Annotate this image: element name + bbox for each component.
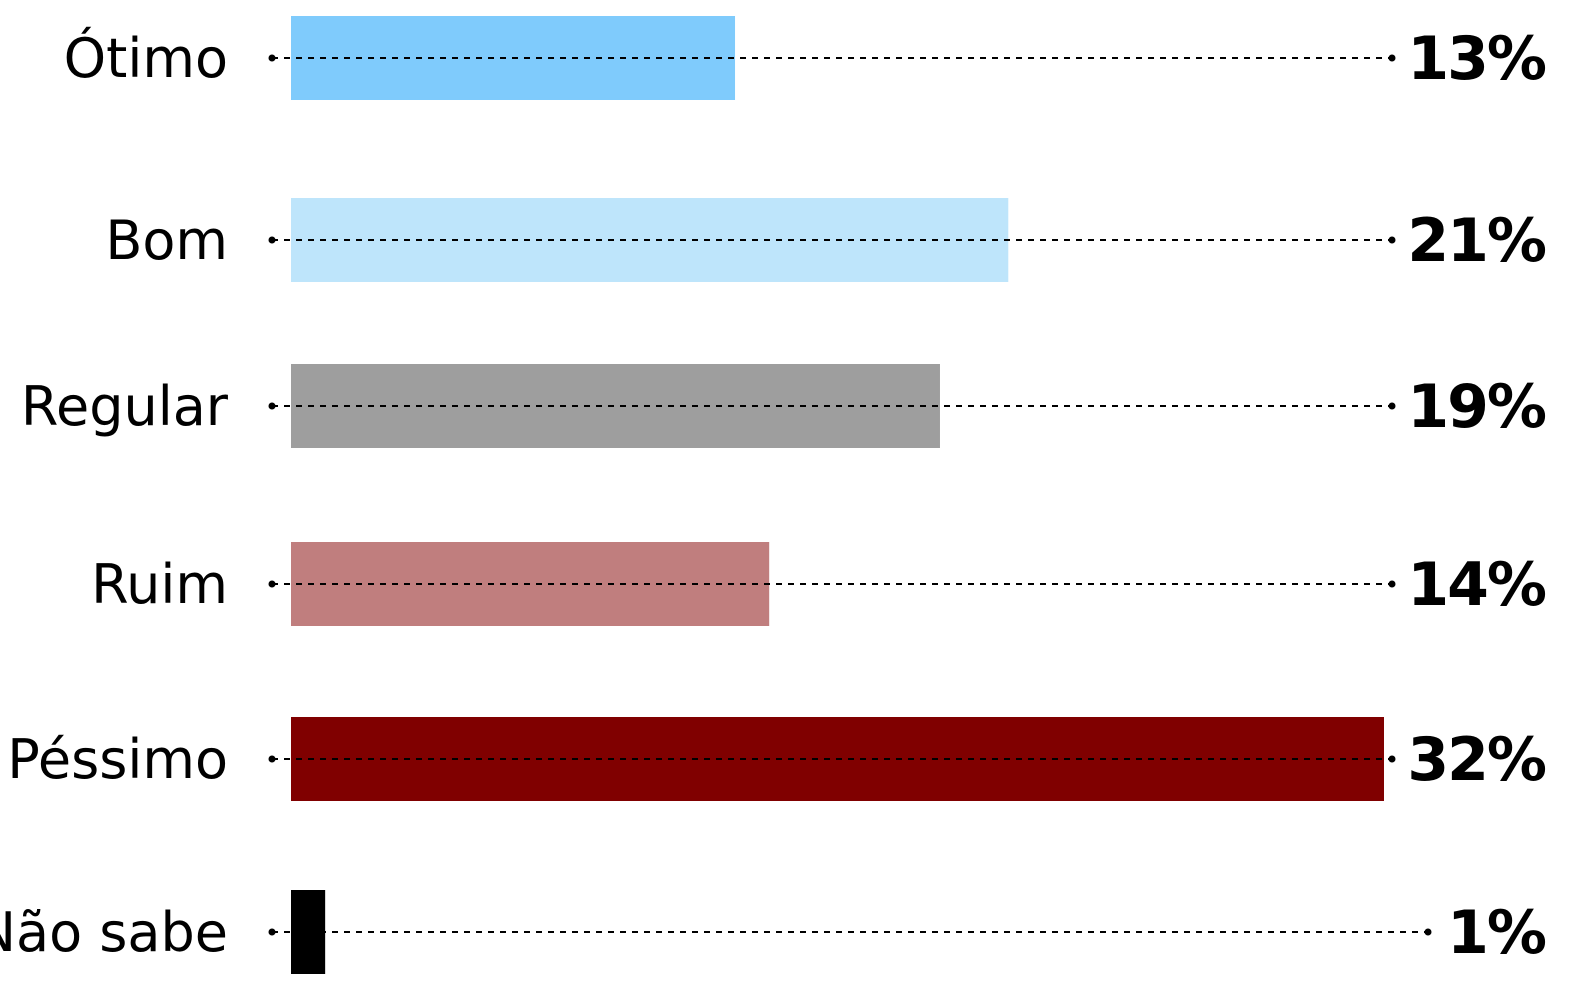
category-label: Não sabe: [0, 901, 228, 964]
chart-rows: Ótimo 13% Bom 21% Regular 19% Ruim 14% Péssimo 32…: [0, 16, 1548, 974]
leader-dot-right: [1388, 755, 1396, 763]
leader-dot-left: [268, 928, 276, 936]
value-label: 13%: [1407, 24, 1545, 94]
value-label: 14%: [1407, 550, 1545, 620]
leader-dot-left: [268, 236, 276, 244]
value-label: 1%: [1447, 898, 1546, 968]
value-label: 19%: [1407, 372, 1545, 442]
bar-row: Bom 21%: [105, 198, 1548, 282]
category-label: Péssimo: [7, 728, 228, 791]
leader-dot-right: [1388, 54, 1396, 62]
leader-dot-right: [1388, 580, 1396, 588]
value-label: 21%: [1407, 206, 1545, 276]
category-label: Bom: [105, 209, 228, 272]
leader-dot-right: [1388, 236, 1396, 244]
leader-dot-left: [268, 755, 276, 763]
bar-row: Ruim 14%: [91, 542, 1548, 626]
bar-row: Regular 19%: [21, 364, 1548, 448]
leader-dot-left: [268, 402, 276, 410]
leader-dot-right: [1424, 928, 1432, 936]
category-label: Ruim: [91, 553, 228, 616]
bar-row: Não sabe 1%: [0, 890, 1548, 974]
bar-row: Péssimo 32%: [7, 717, 1548, 801]
bar: [291, 364, 940, 448]
category-label: Ótimo: [64, 27, 228, 90]
leader-dot-left: [268, 580, 276, 588]
category-label: Regular: [21, 375, 229, 438]
bar-row: Ótimo 13%: [64, 16, 1548, 100]
leader-dot-right: [1388, 402, 1396, 410]
value-label: 32%: [1407, 725, 1545, 795]
leader-dot-left: [268, 54, 276, 62]
